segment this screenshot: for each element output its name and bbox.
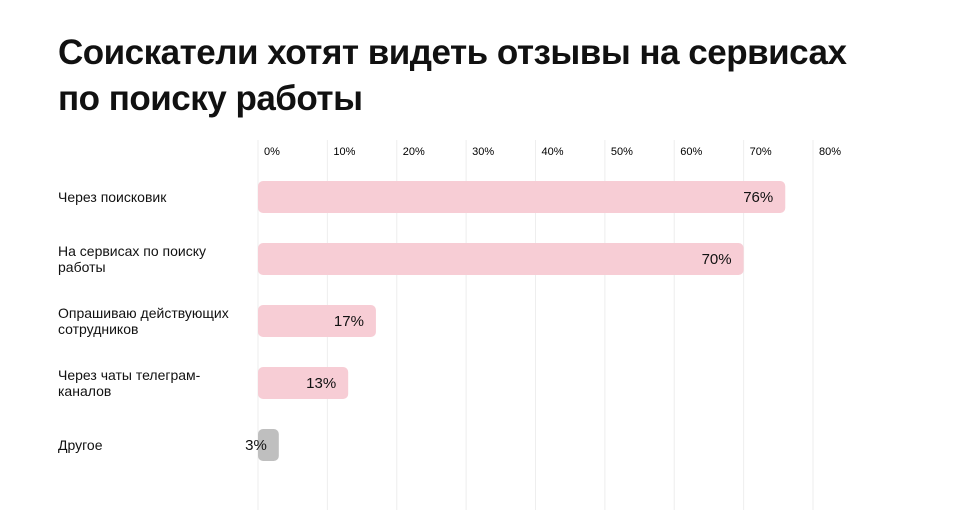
value-label: 76% xyxy=(743,189,773,206)
bar xyxy=(258,305,376,337)
value-label: 3% xyxy=(245,437,267,454)
x-tick-label: 50% xyxy=(611,146,633,158)
x-tick-label: 40% xyxy=(542,146,564,158)
x-tick-label: 80% xyxy=(819,146,841,158)
value-label: 17% xyxy=(334,313,364,330)
bar xyxy=(258,243,744,275)
value-label: 13% xyxy=(306,375,336,392)
category-label: На сервисах по поиску работы xyxy=(58,243,207,275)
x-tick-label: 30% xyxy=(472,146,494,158)
x-tick-label: 20% xyxy=(403,146,425,158)
category-label: Через чаты телеграм-каналов xyxy=(58,367,201,399)
x-tick-label: 60% xyxy=(680,146,702,158)
x-tick-label: 70% xyxy=(750,146,772,158)
bar xyxy=(258,181,786,213)
chart-title: Соискатели хотят видеть отзывы на сервис… xyxy=(58,33,847,118)
value-label: 70% xyxy=(702,251,732,268)
x-tick-label: 10% xyxy=(333,146,355,158)
category-label: Опрашиваю действующих сотрудников xyxy=(58,305,229,337)
bar xyxy=(258,367,349,399)
x-tick-label: 0% xyxy=(264,146,280,158)
category-label: Другое xyxy=(58,437,103,453)
bar xyxy=(258,429,279,461)
category-label: Через поисковик xyxy=(58,189,167,205)
